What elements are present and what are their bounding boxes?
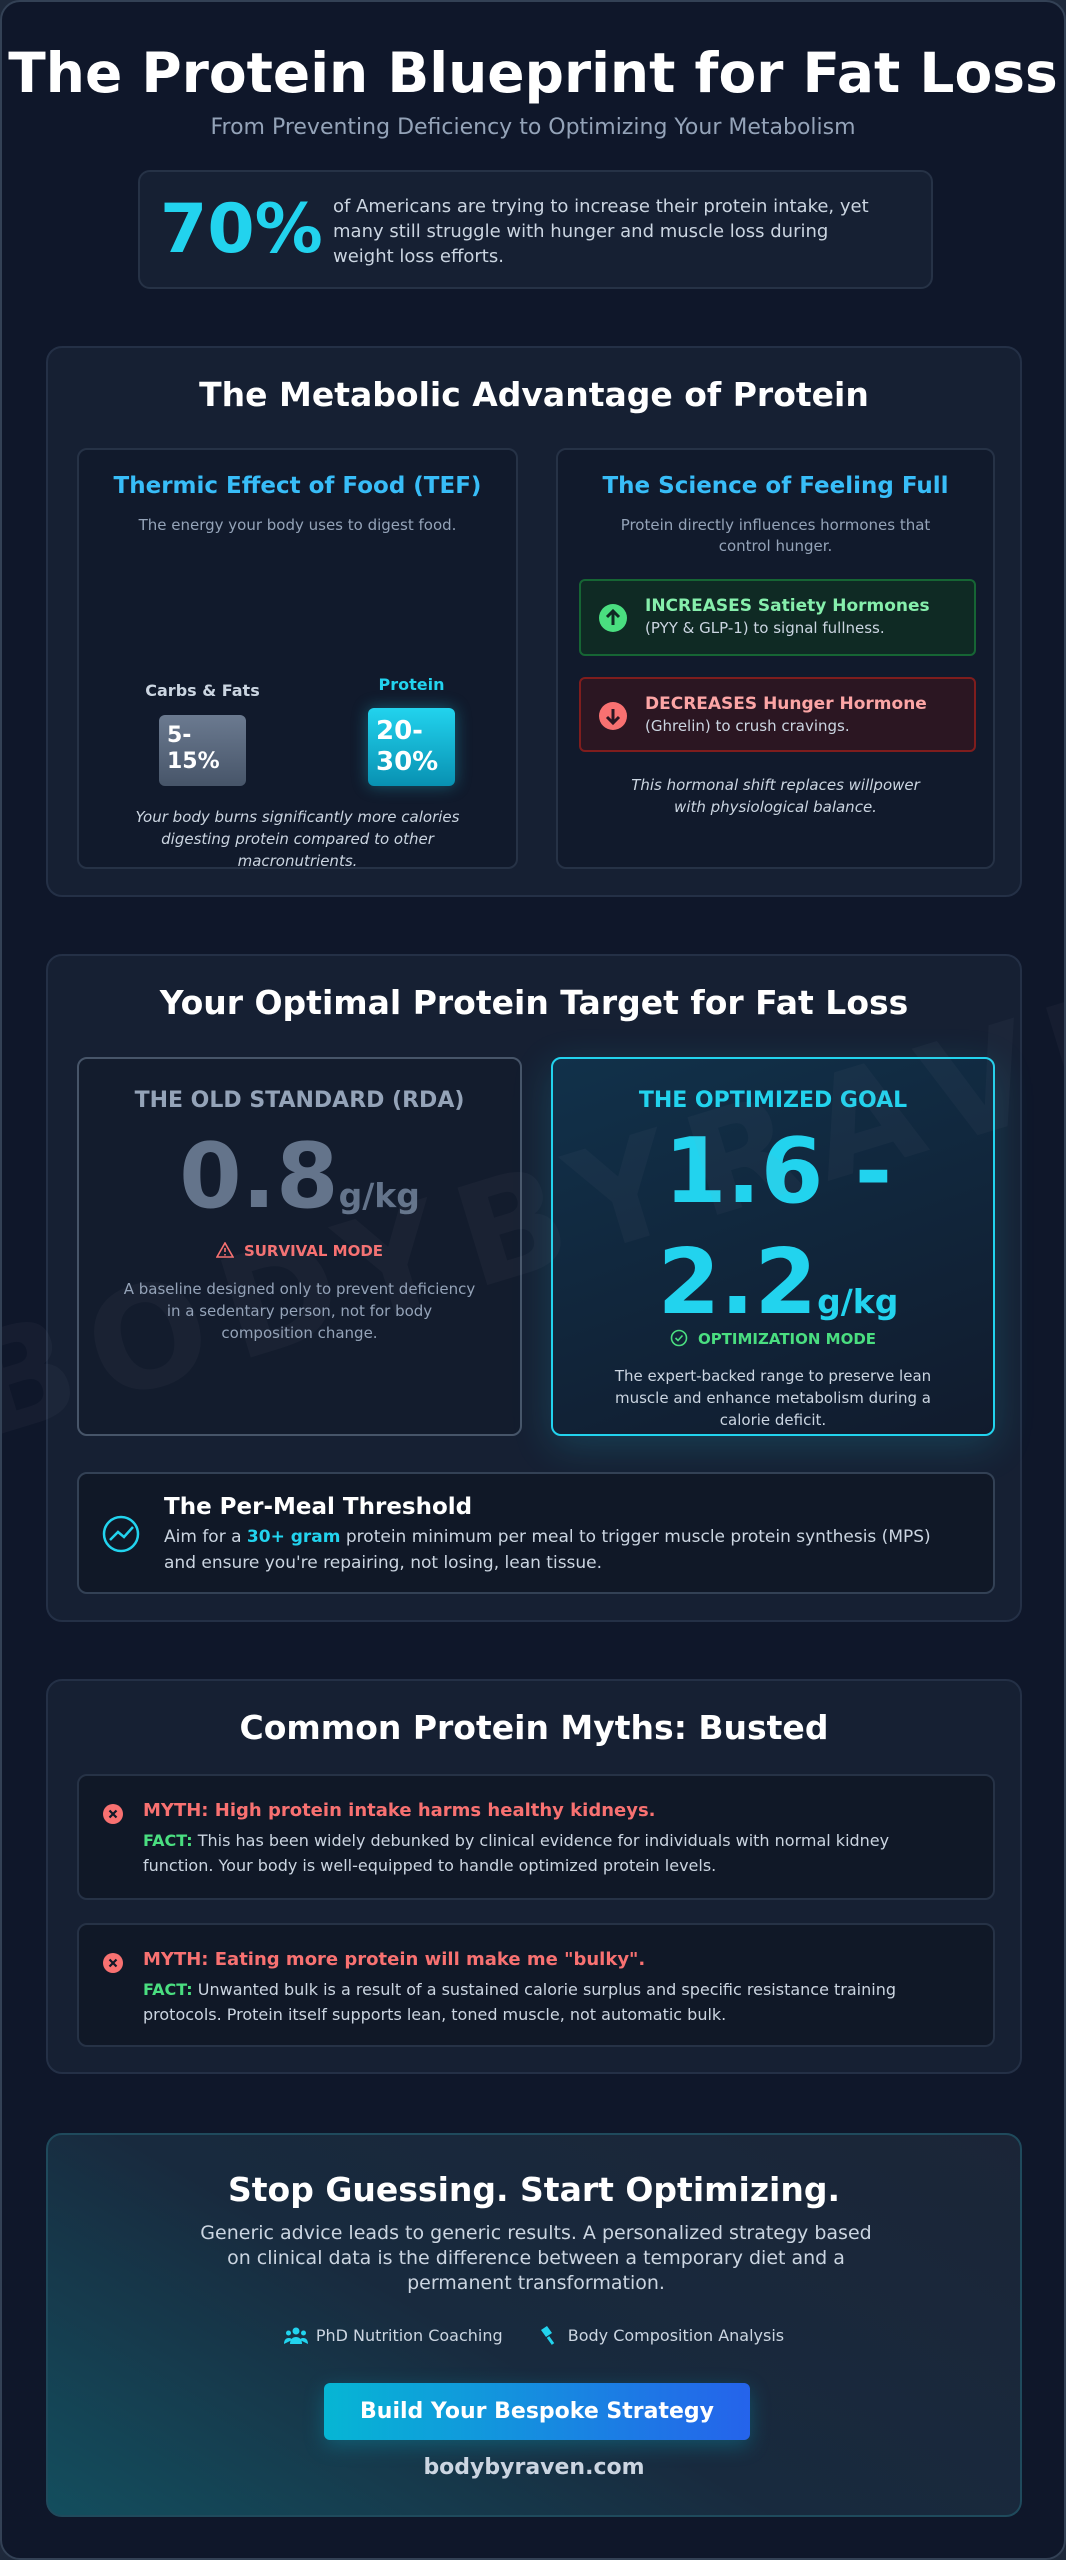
people-icon [283,2327,308,2344]
x-icon [103,1804,123,1824]
stat-text: of Americans are trying to increase thei… [333,196,869,267]
trend-icon [102,1515,140,1553]
card-note: This hormonal shift replaces willpower w… [631,776,920,816]
card-subtitle: Protein directly influences hormones tha… [620,516,931,555]
badge: OPTIMIZATION MODE [553,1329,993,1349]
warning-icon [215,1241,235,1258]
threshold-box: The Per-Meal Threshold Aim for a 30+ gra… [77,1472,995,1594]
myth-title: MYTH: High protein intake harms healthy … [143,1800,656,1821]
target-section: Your Optimal Protein Target for Fat Loss… [46,954,1022,1622]
fact-text: This has been widely debunked by clinica… [143,1831,890,1875]
down-icon [599,702,627,730]
optimized-card: THE OPTIMIZED GOAL 1.6 - 2.2g/kg OPTIMIZ… [551,1057,995,1436]
fact-label: FACT: [143,1980,193,1999]
card-label: THE OLD STANDARD (RDA) [134,1088,465,1113]
section-title: Your Optimal Protein Target for Fat Loss [159,983,909,1022]
card-text: The expert-backed range to preserve lean… [614,1367,932,1429]
myths-section: Common Protein Myths: Busted MYTH: High … [46,1679,1022,2074]
metabolic-section: The Metabolic Advantage of Protein Therm… [46,346,1022,897]
feature: Body Composition Analysis [567,2326,785,2345]
tef-card: Thermic Effect of Food (TEF) The energy … [77,448,518,870]
hormone-text: (PYY & GLP-1) to signal fullness. [645,619,885,637]
bar-label: Protein [378,675,445,694]
myth-card: MYTH: High protein intake harms healthy … [77,1774,995,1900]
subtitle: From Preventing Deficiency to Optimizing… [210,115,856,140]
x-icon [103,1953,123,1973]
title: The Protein Blueprint for Fat Loss [8,41,1058,105]
card-title: Thermic Effect of Food (TEF) [113,473,482,499]
check-icon [670,1329,688,1347]
analysis-icon [540,2326,554,2345]
old-card: THE OLD STANDARD (RDA) 0.8g/kg SURVIVAL … [77,1057,522,1436]
stat-value: 70% [160,190,323,269]
fact: FACT: Unwanted bulk is a result of a sus… [143,1977,963,2027]
badge-text: SURVIVAL MODE [243,1242,384,1260]
value-unit: g/kg [817,1282,899,1321]
hormone-box: DECREASES Hunger Hormone (Ghrelin) to cr… [579,677,976,752]
section-title: Common Protein Myths: Busted [239,1708,829,1747]
card-text: A baseline designed only to prevent defi… [123,1280,476,1342]
threshold-text: Aim for a 30+ gram protein minimum per m… [164,1524,933,1576]
value: 1.6 - 2.2g/kg [613,1127,943,1351]
hormone-text: (Ghrelin) to crush cravings. [645,717,850,735]
up-icon [599,604,627,632]
domain: bodybyraven.com [423,2455,645,2480]
badge: SURVIVAL MODE [79,1241,520,1261]
cta-title: Stop Guessing. Start Optimizing. [228,2170,840,2209]
cta-section: Stop Guessing. Start Optimizing. Generic… [46,2133,1022,2517]
text: protein minimum per meal to trigger musc… [164,1527,931,1573]
card-title: The Science of Feeling Full [602,473,949,499]
hormone-title: INCREASES Satiety Hormones [645,596,930,616]
highlight: 30+ gram [246,1527,341,1547]
cta-button[interactable]: Build Your Bespoke Strategy [324,2383,750,2440]
fact-text: Unwanted bulk is a result of a sustained… [143,1980,897,2024]
feature: PhD Nutrition Coaching [315,2326,503,2345]
section-title: The Metabolic Advantage of Protein [199,375,869,414]
tef-bar: 20-30% [368,708,455,786]
value: 0.8g/kg [79,1127,520,1252]
threshold-title: The Per-Meal Threshold [164,1494,473,1520]
tef-bar: 5-15% [159,715,246,786]
hormone-box: INCREASES Satiety Hormones (PYY & GLP-1)… [579,579,976,656]
value-number: 0.8 [179,1124,339,1229]
badge-text: OPTIMIZATION MODE [697,1330,877,1348]
bar-label: Carbs & Fats [145,681,260,700]
stat-box: 70% of Americans are trying to increase … [138,170,933,289]
myth-card: MYTH: Eating more protein will make me "… [77,1923,995,2047]
fact-label: FACT: [143,1831,193,1850]
myth-title: MYTH: Eating more protein will make me "… [143,1949,646,1970]
hormone-title: DECREASES Hunger Hormone [645,694,927,714]
satiety-card: The Science of Feeling Full Protein dire… [556,448,995,869]
text: Aim for a [164,1527,242,1547]
value-number: 1.6 - 2.2 [657,1119,893,1335]
cta-text: Generic advice leads to generic results.… [200,2222,872,2294]
card-label: THE OPTIMIZED GOAL [638,1088,908,1113]
card-note: Your body burns significantly more calor… [135,808,460,870]
features: PhD Nutrition Coaching Body Composition … [48,2324,1020,2348]
fact: FACT: This has been widely debunked by c… [143,1828,963,1878]
card-subtitle: The energy your body uses to digest food… [138,516,457,534]
value-unit: g/kg [338,1176,420,1215]
